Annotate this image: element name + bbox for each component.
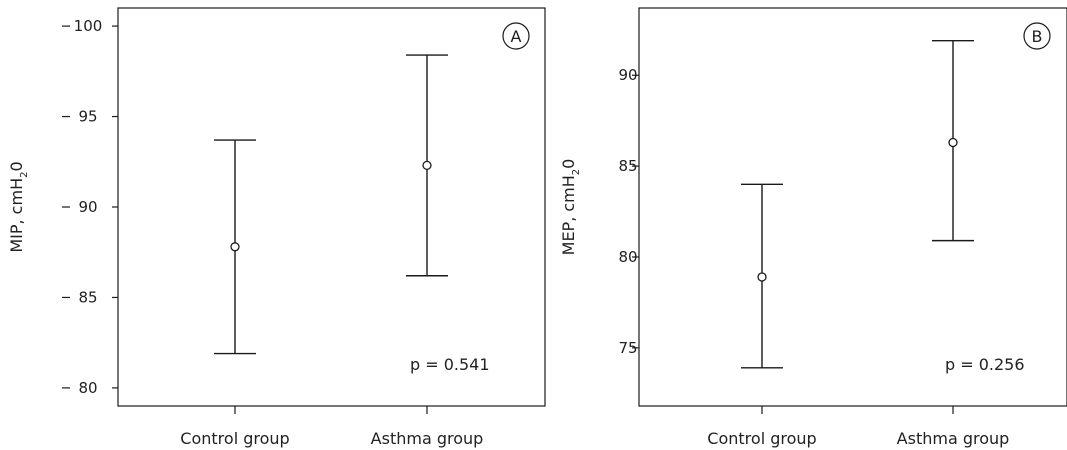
panel-b: 75 80 85 90 Control group Asthma group MEP, … xyxy=(559,7,1067,448)
panel-b-p-value: p = 0.256 xyxy=(945,355,1025,374)
panel-b-y-axis-label: MEP, cmH20 xyxy=(559,159,582,256)
panel-b-badge-circle xyxy=(1023,22,1051,50)
panel-b-x-category-label: Control group xyxy=(707,429,816,448)
panel-a-y-tick-label: 90 xyxy=(78,198,97,216)
panel-b-y-ticks: 75 80 85 90 xyxy=(618,66,639,357)
panel-a-y-ticks: 80 85 90 95 100 xyxy=(62,17,118,397)
panel-a-x-category-label: Asthma group xyxy=(371,429,484,448)
panel-b-y-tick-label: 85 xyxy=(618,157,637,175)
panel-b-badge: B xyxy=(1023,22,1051,50)
panel-a-x-categories: Control group Asthma group xyxy=(180,406,483,448)
panel-a-badge: A xyxy=(502,22,530,50)
panel-a-plot-frame xyxy=(117,7,546,407)
panel-b-x-categories: Control group Asthma group xyxy=(707,406,1009,448)
panel-a-y-tick-label: 100 xyxy=(74,17,103,35)
panel-b-y-tick-label: 75 xyxy=(618,339,637,357)
panel-a-y-tick-label: 80 xyxy=(78,379,97,397)
panel-a-mean-point xyxy=(230,242,240,252)
panel-a: 80 85 90 95 100 Control group Asthma group MI… xyxy=(7,7,546,448)
panel-a-error-bars xyxy=(214,54,448,355)
panel-b-error-bars xyxy=(741,40,974,369)
panel-a-x-category-label: Control group xyxy=(180,429,289,448)
panel-b-x-category-label: Asthma group xyxy=(897,429,1010,448)
panel-b-y-tick-label: 80 xyxy=(618,248,637,266)
panel-b-plot-frame xyxy=(638,7,1067,407)
panel-a-y-axis-label: MIP, cmH20 xyxy=(7,161,30,252)
panel-b-badge-letter: B xyxy=(1032,27,1043,46)
panel-a-y-tick-label: 95 xyxy=(78,108,97,126)
panel-b-mean-point xyxy=(948,137,958,148)
panel-b-y-tick-label: 90 xyxy=(618,66,637,84)
panel-b-mean-point xyxy=(757,272,767,282)
panel-a-y-tick-label: 85 xyxy=(78,288,97,306)
panel-a-p-value: p = 0.541 xyxy=(410,355,490,374)
panel-a-mean-point xyxy=(422,160,432,171)
panel-a-badge-circle xyxy=(502,22,530,50)
panel-a-badge-letter: A xyxy=(511,27,522,46)
